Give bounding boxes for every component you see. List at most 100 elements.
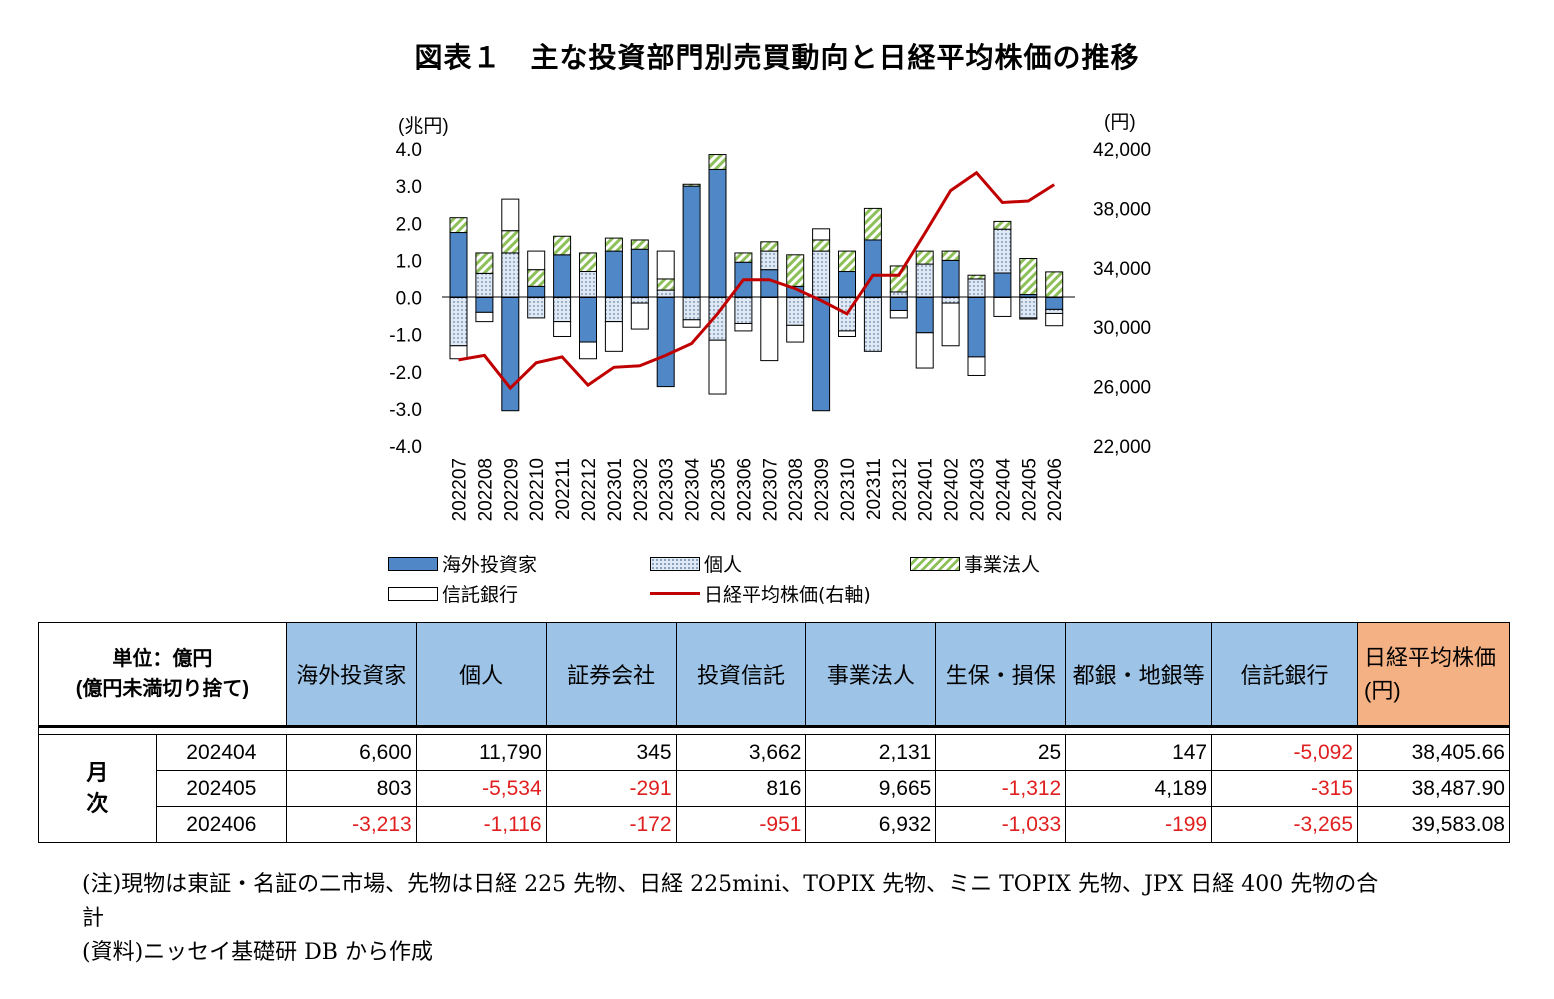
bar-foreign — [993, 272, 1012, 298]
legend-swatch-nikkei — [650, 592, 700, 595]
bar-individual — [656, 289, 675, 299]
header-investment-trust: 投資信託 — [675, 622, 807, 727]
header-securities: 証券会社 — [545, 622, 677, 727]
bar-corporate — [863, 207, 882, 241]
header-banks: 都銀・地銀等 — [1065, 622, 1213, 727]
cell: -5,534 — [415, 770, 547, 807]
bar-foreign — [760, 269, 779, 298]
bar-corporate — [786, 254, 805, 287]
bar-corporate — [1045, 271, 1064, 299]
bar-trust — [967, 356, 986, 376]
x-tick-label: 202308 — [786, 458, 807, 521]
bar-corporate — [656, 278, 675, 291]
cell: -1,116 — [415, 806, 547, 843]
bar-foreign — [656, 297, 675, 388]
bar-trust — [838, 330, 856, 337]
y-left-axis: 4.0 3.0 2.0 1.0 0.0 -1.0 -2.0 -3.0 -4.0 — [389, 140, 422, 458]
table-row: 月 次 202404 6,600 11,790 345 3,662 2,131 … — [38, 734, 1510, 843]
header-corporate: 事業法人 — [805, 622, 937, 727]
x-tick-label: 202403 — [968, 458, 989, 521]
bar-trust — [786, 324, 805, 343]
bar-trust — [579, 341, 597, 360]
bar-trust — [734, 322, 753, 332]
bar-individual — [604, 297, 623, 323]
note-2: (資料)ニッセイ基礎研 DB から作成 — [82, 940, 433, 965]
legend-item-trust: 信託銀行 — [388, 580, 518, 607]
cell: 6,600 — [285, 734, 417, 771]
legend-label-nikkei: 日経平均株価(右軸) — [704, 584, 871, 606]
bar-trust — [527, 250, 546, 271]
cell: -1,033 — [935, 806, 1067, 843]
y-left-tick: 0.0 — [396, 289, 422, 310]
cell: 3,662 — [675, 734, 807, 771]
cell: -3,213 — [285, 806, 417, 843]
bar-foreign — [630, 248, 649, 299]
bar-corporate — [553, 235, 572, 256]
legend-swatch-individual — [650, 556, 700, 571]
x-tick-label: 202208 — [475, 458, 496, 521]
cell: 2,131 — [805, 734, 937, 771]
bar-trust — [760, 297, 779, 362]
bar-individual — [734, 297, 753, 324]
cell: -3,265 — [1211, 806, 1358, 843]
nikkei-header-line1: 日経平均株価 — [1364, 645, 1497, 670]
nikkei-line — [458, 170, 1056, 391]
legend-label-foreign: 海外投資家 — [442, 554, 538, 576]
bar-foreign — [967, 297, 986, 358]
legend-label-trust: 信託銀行 — [442, 584, 519, 606]
legend-swatch-corporate — [910, 556, 960, 571]
x-tick-label: 202311 — [864, 458, 885, 520]
bar-corporate — [449, 217, 468, 234]
bar-foreign — [708, 168, 727, 298]
legend-label-individual: 個人 — [704, 554, 743, 576]
bar-individual — [475, 272, 494, 298]
bar-corporate — [941, 250, 960, 261]
y-left-tick: -4.0 — [389, 437, 422, 458]
bar-trust — [993, 297, 1012, 317]
x-tick-label: 202304 — [683, 458, 704, 522]
bar-trust — [656, 250, 675, 280]
cell: -291 — [545, 770, 677, 807]
bar-individual — [993, 228, 1012, 274]
bar-corporate — [527, 269, 546, 287]
bar-individual — [760, 250, 779, 271]
bar-individual — [553, 297, 572, 323]
x-tick-label: 202405 — [1019, 458, 1040, 521]
cell: 345 — [545, 734, 677, 771]
x-axis-labels: 202207 202208 202209 202210 202211 202212 2023… — [450, 458, 1067, 522]
y-left-tick: 3.0 — [396, 177, 422, 198]
bar-foreign — [553, 254, 572, 298]
bar-foreign — [449, 232, 468, 298]
cell: -1,312 — [935, 770, 1067, 807]
y-right-tick: 30,000 — [1093, 318, 1151, 339]
bar-trust — [682, 319, 701, 328]
cell: -5,092 — [1211, 734, 1358, 771]
cell: -315 — [1211, 770, 1358, 807]
bar-individual — [630, 297, 649, 304]
bar-individual — [941, 297, 960, 304]
legend-label-corporate: 事業法人 — [964, 554, 1041, 576]
bar-individual — [501, 252, 520, 298]
bar-trust — [941, 302, 960, 347]
bar-foreign — [1045, 297, 1064, 310]
note-1: (注)現物は東証・名証の二市場、先物は日経 225 先物、日経 225mini、… — [82, 872, 1379, 931]
bar-corporate — [967, 274, 986, 280]
bar-trust — [812, 228, 831, 241]
cell: 803 — [285, 770, 417, 807]
bar-foreign — [604, 250, 623, 298]
bar-individual — [449, 297, 468, 347]
y-left-tick: 1.0 — [396, 251, 422, 272]
table-row: 202406 -3,213 -1,116 -172 -951 6,932 -1,… — [39, 806, 1510, 843]
x-tick-label: 202303 — [657, 458, 678, 521]
bar-individual — [527, 297, 546, 319]
y-left-unit: (兆円) — [398, 115, 449, 137]
cell: 147 — [1065, 734, 1213, 771]
bar-individual — [786, 297, 805, 326]
legend-swatch-foreign — [388, 556, 438, 571]
legend-item-foreign: 海外投資家 — [388, 550, 537, 577]
table-header-row: 単位：億円 (億円未満切り捨て) 海外投資家 個人 証券会社 投資信託 事業法人… — [38, 622, 1510, 727]
x-tick-label: 202302 — [631, 458, 652, 521]
nikkei-header-line2: (円) — [1364, 678, 1401, 703]
bar-trust — [501, 198, 520, 232]
y-right-tick: 34,000 — [1093, 259, 1151, 280]
